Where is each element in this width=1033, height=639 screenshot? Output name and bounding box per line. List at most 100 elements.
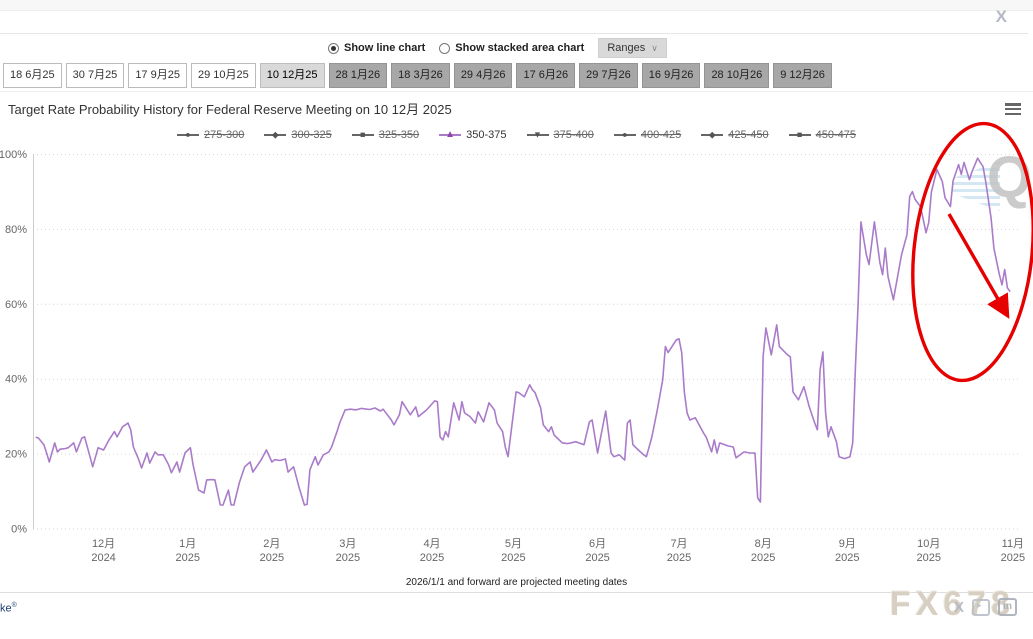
y-tick-label: 80% <box>5 224 27 236</box>
x-tick-month: 8月 <box>755 538 772 550</box>
triangle-down-marker-icon: ▼ <box>526 129 549 141</box>
x-tick-year: 2025 <box>751 552 775 564</box>
x-axis-labels: 12月 2024 1月 2025 2月 2025 3月 2025 4月 2025 5月 2025 6月 2… <box>91 538 1025 564</box>
quikstrike-watermark: Q <box>952 149 1032 221</box>
x-twitter-icon: X <box>953 598 964 616</box>
circle-marker-icon: ● <box>177 129 199 141</box>
x-tick-year: 2025 <box>336 552 360 564</box>
diamond-marker-icon: ◆ <box>701 129 724 141</box>
square-marker-icon: ■ <box>788 129 811 141</box>
radio-line-chart[interactable]: Show line chart <box>328 42 425 54</box>
x-tick-month: 7月 <box>670 538 687 550</box>
y-tick-label: 0% <box>11 524 27 536</box>
x-tick-year: 2025 <box>667 552 691 564</box>
meeting-tab-3[interactable]: 29 10月25 <box>190 63 256 88</box>
chart-footnote: 2026/1/1 and forward are projected meeti… <box>405 577 628 588</box>
chart-type-controls: Show line chart Show stacked area chart … <box>328 38 667 58</box>
legend-item-275-300[interactable]: ● 275-300 <box>177 129 244 141</box>
legend-item-325-350[interactable]: ■ 325-350 <box>351 129 420 141</box>
radio-area-icon[interactable] <box>439 42 451 54</box>
legend-item-400-425[interactable]: ● 400-425 <box>613 129 682 141</box>
x-tick-month: 5月 <box>505 538 522 550</box>
y-axis-labels: 0% 20% 40% 60% 80% 100% <box>0 149 27 536</box>
meeting-tab-4[interactable]: 10 12月25 <box>259 63 325 88</box>
legend-item-350-375[interactable]: ▲ 350-375 <box>439 129 507 141</box>
legend-label: 375-400 <box>553 129 594 141</box>
legend-label: 275-300 <box>204 129 245 141</box>
meeting-tab-1[interactable]: 30 7月25 <box>65 63 125 88</box>
meeting-tab-5[interactable]: 28 1月26 <box>328 63 388 88</box>
legend-item-450-475[interactable]: ■ 450-475 <box>788 129 856 141</box>
x-tick-month: 6月 <box>589 538 606 550</box>
legend-item-375-400[interactable]: ▼ 375-400 <box>526 129 594 141</box>
x-tick-month: 3月 <box>339 538 356 550</box>
meeting-tab-11[interactable]: 28 10月26 <box>704 63 770 88</box>
x-tick-year: 2025 <box>175 552 199 564</box>
legend-item-425-450[interactable]: ◆ 425-450 <box>701 129 769 141</box>
chart-legend: ● 275-300 ◆ 300-325 ■ 325-350 ▲ 350-375 ▼ 375-400… <box>0 129 1033 141</box>
legend-label: 450-475 <box>815 129 856 141</box>
meeting-date-tabs: 18 6月25 30 7月25 17 9月25 29 10月25 10 12月25 28 … <box>3 63 832 88</box>
tabs-divider <box>0 91 1033 92</box>
meeting-tab-10[interactable]: 16 9月26 <box>641 63 701 88</box>
top-strip <box>0 0 1033 11</box>
x-tick-month: 2月 <box>263 538 280 550</box>
x-tick-month: 10月 <box>917 538 940 550</box>
ranges-label: Ranges <box>607 42 646 54</box>
circle-marker-icon: ● <box>613 129 636 141</box>
chart-title: Target Rate Probability History for Fede… <box>8 102 452 117</box>
y-tick-label: 40% <box>5 374 27 386</box>
meeting-tab-7[interactable]: 29 4月26 <box>453 63 513 88</box>
meeting-tab-2[interactable]: 17 9月25 <box>128 63 187 88</box>
y-tick-label: 20% <box>5 449 27 461</box>
legend-label: 350-375 <box>466 129 507 141</box>
radio-line-icon[interactable] <box>328 42 339 54</box>
social-icons: X in <box>954 598 1017 616</box>
close-button[interactable]: X <box>995 7 1007 26</box>
x-tick-year: 2025 <box>585 552 609 564</box>
diamond-marker-icon: ◆ <box>264 129 287 141</box>
legend-item-300-325[interactable]: ◆ 300-325 <box>264 129 332 141</box>
chart-menu-icon[interactable] <box>1005 103 1021 115</box>
chevron-down-icon: ∨ <box>651 42 658 53</box>
gridlines <box>33 154 1021 530</box>
meeting-tab-9[interactable]: 29 7月26 <box>579 63 638 88</box>
legend-label: 400-425 <box>640 129 682 141</box>
q-logo-icon: Q <box>986 145 1032 210</box>
x-tick-month: 1月 <box>179 538 196 550</box>
square-marker-icon: ■ <box>351 129 374 141</box>
x-tick-year: 2025 <box>420 552 444 564</box>
meeting-tab-12[interactable]: 9 12月26 <box>773 63 832 88</box>
series-350-375-line <box>35 157 1011 506</box>
triangle-marker-icon: ▲ <box>439 129 462 141</box>
x-tick-month: 9月 <box>839 538 856 550</box>
meeting-tab-8[interactable]: 17 6月26 <box>516 63 576 88</box>
legend-label: 425-450 <box>728 129 769 141</box>
x-tick-year: 2025 <box>1001 552 1025 564</box>
x-tick-year: 2025 <box>916 552 940 564</box>
header-divider <box>0 33 1028 34</box>
y-tick-label: 60% <box>5 299 27 311</box>
meeting-tab-0[interactable]: 18 6月25 <box>3 63 62 88</box>
video-icon <box>972 598 990 616</box>
radio-area-label[interactable]: Show stacked area chart <box>455 42 585 54</box>
radio-stacked-area-chart[interactable]: Show stacked area chart <box>439 42 584 54</box>
ranges-dropdown[interactable]: Ranges ∨ <box>598 38 667 58</box>
x-tick-year: 2025 <box>501 552 525 564</box>
y-tick-label: 100% <box>0 149 27 161</box>
x-tick-year: 2025 <box>260 552 284 564</box>
x-tick-month: 11月 <box>1002 538 1024 550</box>
meeting-tab-6[interactable]: 18 3月26 <box>391 63 450 88</box>
radio-line-label[interactable]: Show line chart <box>344 42 426 54</box>
linkedin-icon: in <box>998 598 1017 616</box>
annotation-arrow <box>947 213 1010 319</box>
x-tick-year: 2024 <box>91 552 115 564</box>
bottom-divider <box>0 592 1033 593</box>
legend-label: 325-350 <box>378 129 420 141</box>
x-tick-month: 4月 <box>423 538 440 550</box>
x-tick-month: 12月 <box>92 538 115 550</box>
provider-logo-partial: ke® <box>0 602 17 615</box>
legend-label: 300-325 <box>291 129 332 141</box>
